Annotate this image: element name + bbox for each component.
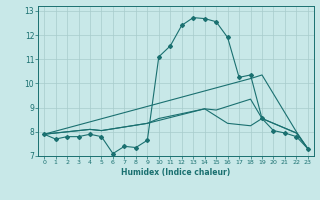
X-axis label: Humidex (Indice chaleur): Humidex (Indice chaleur) <box>121 168 231 177</box>
